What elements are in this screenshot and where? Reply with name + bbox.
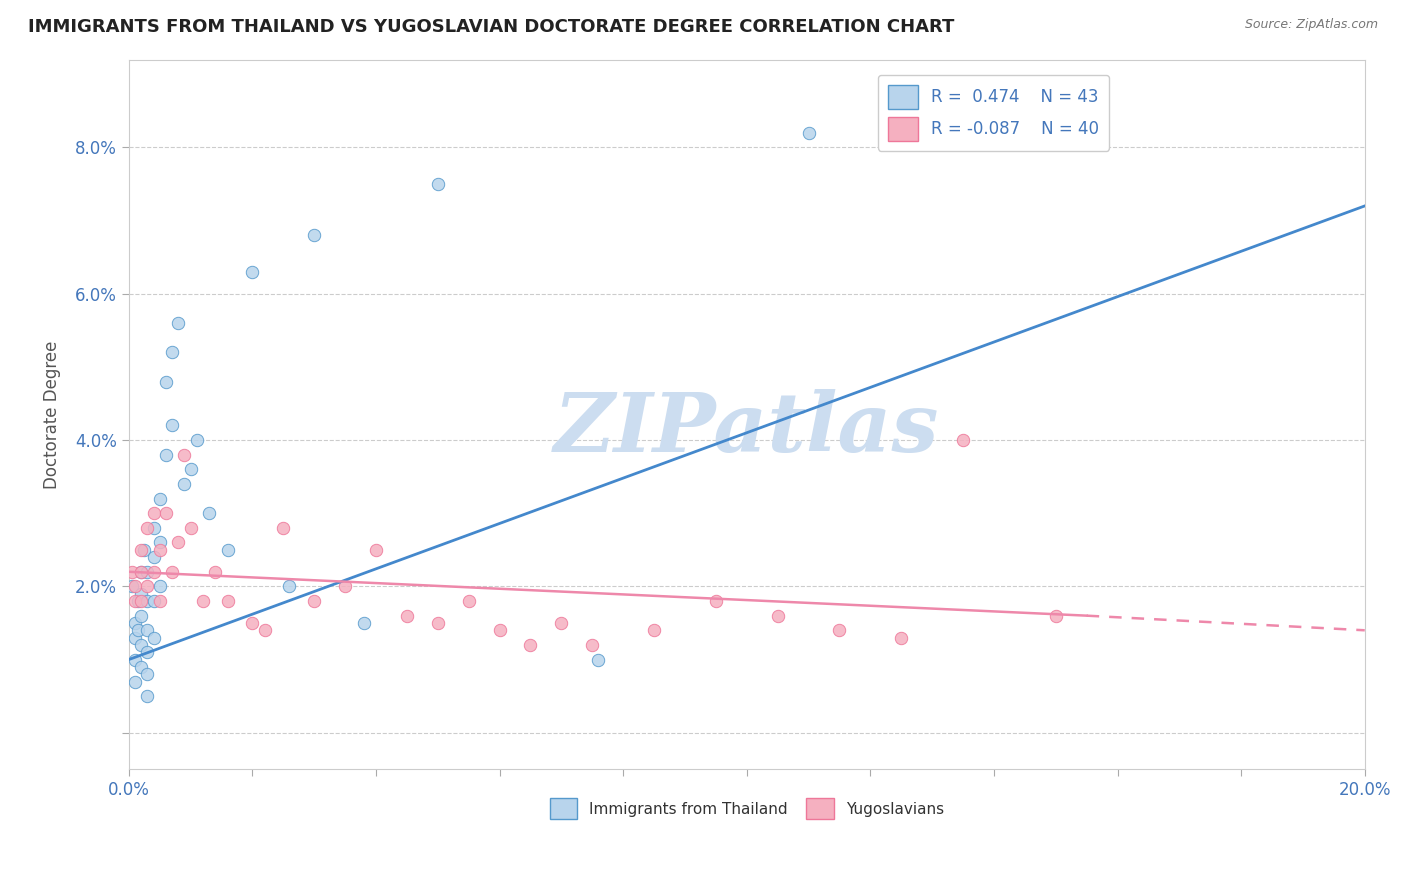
Point [180,521,202,535]
Point [142,506,165,520]
Point [160,418,183,433]
Point [136,689,159,703]
Point [136,579,159,593]
Point [180,462,202,476]
Point [149,535,172,549]
Point [457,594,479,608]
Point [173,448,195,462]
Point [129,638,152,652]
Point [160,345,183,359]
Point [149,491,172,506]
Point [142,631,165,645]
Point [127,594,149,608]
Point [129,565,152,579]
Point [242,265,264,279]
Point [890,631,912,645]
Point [129,660,152,674]
Point [271,521,294,535]
Point [149,594,172,608]
Point [124,631,146,645]
Point [136,667,159,681]
Point [136,521,159,535]
Point [550,615,572,630]
Point [797,126,820,140]
Point [167,316,190,330]
Point [129,565,152,579]
Point [364,542,387,557]
Point [129,542,152,557]
Point [134,542,156,557]
Point [155,375,177,389]
Point [136,624,159,638]
Y-axis label: Doctorate Degree: Doctorate Degree [44,340,60,489]
Point [242,615,264,630]
Point [124,579,146,593]
Point [136,645,159,659]
Point [1045,608,1067,623]
Point [278,579,301,593]
Point [704,594,727,608]
Point [142,565,165,579]
Point [426,615,449,630]
Point [186,433,208,447]
Point [129,594,152,608]
Point [136,594,159,608]
Point [160,565,183,579]
Legend: Immigrants from Thailand, Yugoslavians: Immigrants from Thailand, Yugoslavians [543,792,950,825]
Point [519,638,541,652]
Point [129,608,152,623]
Point [167,535,190,549]
Point [952,433,974,447]
Point [766,608,789,623]
Point [136,565,159,579]
Point [124,652,146,666]
Point [173,477,195,491]
Point [155,506,177,520]
Point [121,565,143,579]
Point [217,594,239,608]
Point [217,542,239,557]
Point [124,674,146,689]
Point [127,624,149,638]
Point [155,448,177,462]
Point [121,579,143,593]
Text: Source: ZipAtlas.com: Source: ZipAtlas.com [1244,18,1378,31]
Point [426,177,449,191]
Point [191,594,214,608]
Point [828,624,851,638]
Point [588,652,610,666]
Point [643,624,665,638]
Text: ZIPatlas: ZIPatlas [554,389,939,468]
Point [302,228,325,243]
Point [149,542,172,557]
Point [198,506,221,520]
Point [129,587,152,601]
Text: IMMIGRANTS FROM THAILAND VS YUGOSLAVIAN DOCTORATE DEGREE CORRELATION CHART: IMMIGRANTS FROM THAILAND VS YUGOSLAVIAN … [28,18,955,36]
Point [353,615,375,630]
Point [142,521,165,535]
Point [333,579,356,593]
Point [488,624,510,638]
Point [302,594,325,608]
Point [149,579,172,593]
Point [124,594,146,608]
Point [142,594,165,608]
Point [395,608,418,623]
Point [124,615,146,630]
Point [204,565,226,579]
Point [581,638,603,652]
Point [253,624,276,638]
Point [142,550,165,565]
